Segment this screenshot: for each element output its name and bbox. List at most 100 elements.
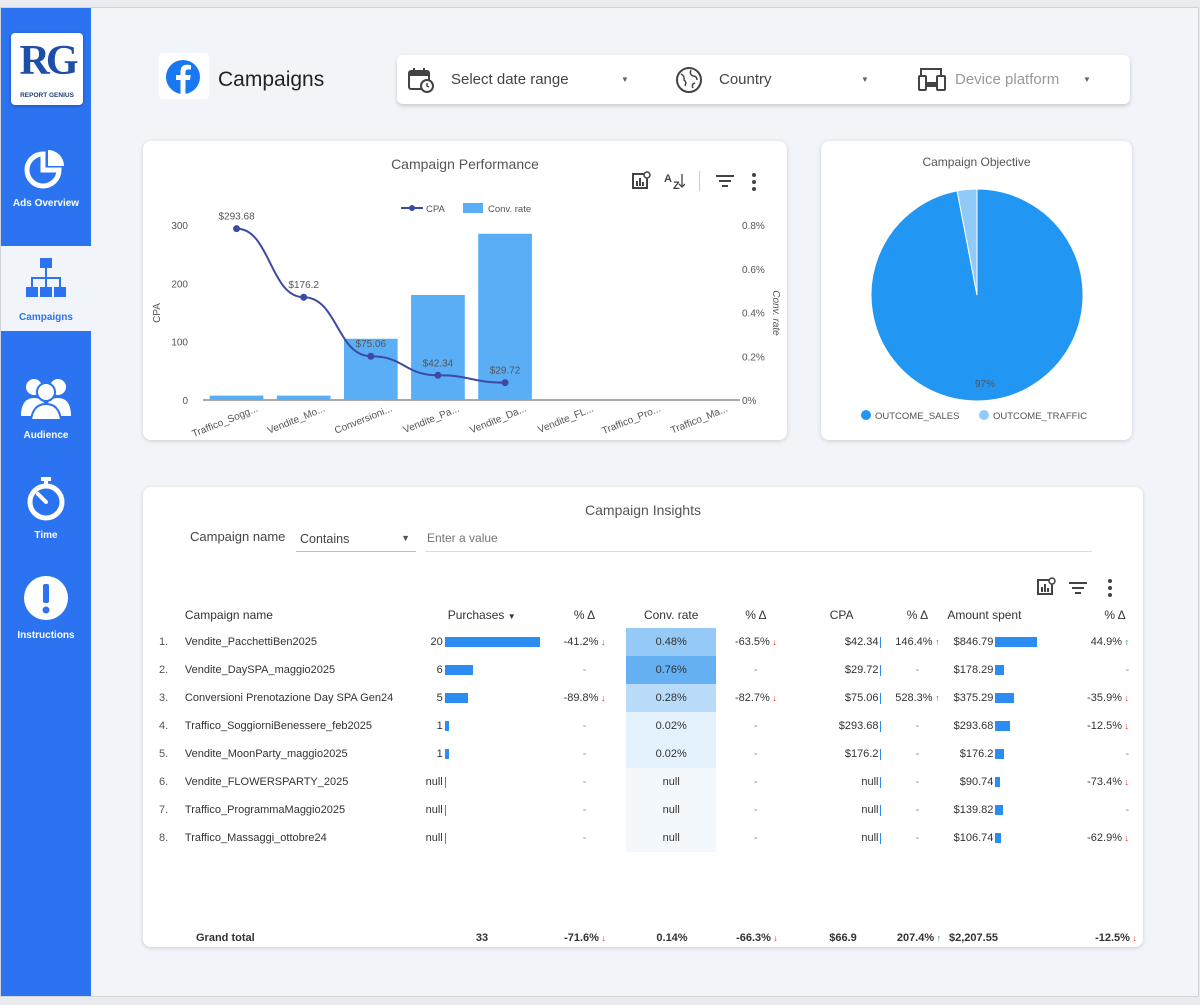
purchases-cell: null — [421, 768, 543, 796]
table-row[interactable]: 4. Traffico_SoggiorniBenessere_feb2025 1 - 0… — [143, 712, 1143, 740]
report-genius-logo[interactable]: RG REPORT GENIUS — [11, 33, 83, 105]
sort-az-icon[interactable]: A Z — [663, 171, 685, 191]
purchases-cell: 1 — [421, 712, 543, 740]
conv-rate-bar[interactable] — [411, 295, 465, 400]
cpa-cell: null — [796, 768, 888, 796]
column-header[interactable]: % Δ — [906, 608, 929, 622]
exclamation-icon — [24, 576, 68, 620]
pie-slice-outcome-traffic[interactable] — [956, 188, 978, 296]
legend-cpa-marker — [409, 205, 415, 211]
row-number: 2. — [159, 664, 169, 676]
amount-spent-bar — [995, 777, 1000, 788]
cpa-line — [236, 227, 506, 384]
row-number-header — [143, 602, 185, 628]
purchases-delta: - — [582, 664, 587, 676]
table-row[interactable]: 3. Conversioni Prenotazione Day SPA Gen24… — [143, 684, 1143, 712]
cpa-cell: null — [796, 824, 888, 852]
table-row[interactable]: 8. Traffico_Massaggi_ottobre24 null - null - n… — [143, 824, 1143, 852]
cpa-point[interactable] — [233, 225, 241, 233]
table-more-options-icon[interactable] — [1105, 578, 1115, 598]
filter-value-input[interactable] — [425, 524, 1092, 552]
conv-rate-delta: - — [754, 804, 758, 816]
cpa-delta: - — [915, 804, 920, 816]
stopwatch-icon — [27, 477, 65, 521]
column-header[interactable]: % Δ — [1104, 608, 1126, 622]
purchases-value: 6 — [436, 664, 443, 676]
row-number: 8. — [159, 832, 169, 844]
country-label: Country — [719, 71, 772, 88]
filter-icon[interactable] — [715, 172, 735, 190]
conv-rate-bar[interactable] — [276, 395, 331, 400]
conv-rate-bar[interactable] — [478, 233, 532, 400]
conv-rate-bar[interactable] — [209, 395, 264, 400]
cpa-bar — [880, 832, 882, 844]
x-axis-tick-label: Vendite_FL... — [537, 404, 596, 436]
pie-chart-icon — [24, 150, 64, 189]
filter-operator-select[interactable]: Contains ▼ — [296, 524, 416, 552]
chart-legend: CPA Conv. rate — [401, 203, 531, 215]
purchases-delta: -89.8% — [543, 684, 627, 712]
column-header[interactable]: CPA — [829, 608, 854, 622]
y-axis-tick-label: 0 — [182, 396, 188, 407]
conv-rate-cell: 0.28% — [626, 684, 717, 712]
device-platform-filter[interactable]: Device platform ▼ — [917, 55, 1117, 104]
table-row[interactable]: 5. Vendite_MoonParty_maggio2025 1 - 0.02% - $1… — [143, 740, 1143, 768]
cpa-point[interactable] — [501, 379, 509, 387]
more-options-icon[interactable] — [749, 172, 759, 192]
table-row[interactable]: 6. Vendite_FLOWERSPARTY_2025 null - null - nul… — [143, 768, 1143, 796]
purchases-delta: - — [582, 748, 587, 760]
cpa-cell: $75.06 — [796, 684, 888, 712]
amount-spent-bar — [995, 833, 1001, 844]
table-settings-icon[interactable] — [1036, 577, 1056, 597]
grand-total-spent-delta: -12.5% — [1089, 924, 1143, 952]
sidebar-item-campaigns[interactable]: Campaigns — [1, 246, 91, 331]
chart-title: Campaign Performance — [391, 156, 539, 172]
column-header[interactable]: % Δ — [573, 608, 596, 622]
table-header-row: Campaign name Purchases ▼ % Δ Conv. rate… — [143, 602, 1143, 628]
cpa-point[interactable] — [434, 371, 442, 379]
amount-spent-value: $846.79 — [953, 636, 994, 648]
conv-rate-delta: -82.7% — [716, 684, 796, 712]
column-header[interactable]: Conv. rate — [643, 608, 699, 622]
amount-spent-delta: - — [1125, 664, 1129, 676]
amount-spent-delta: 44.9% — [1087, 628, 1143, 656]
column-header[interactable]: Amount spent — [947, 608, 1022, 622]
cpa-cell: $176.2 — [796, 740, 888, 768]
cpa-value: null — [861, 832, 879, 844]
campaign-name-cell: Vendite_MoonParty_maggio2025 — [184, 748, 348, 760]
legend-conv-rate-label: Conv. rate — [488, 204, 531, 215]
sidebar-item-instructions[interactable]: Instructions — [1, 574, 91, 644]
sidebar: RG REPORT GENIUS Ads Overview Cam — [1, 8, 91, 996]
sidebar-item-time[interactable]: Time — [1, 476, 91, 546]
conv-rate-cell: 0.02% — [626, 712, 717, 740]
amount-spent-cell: $375.29 — [947, 684, 1087, 712]
grand-total-purchases: 33 — [475, 932, 489, 944]
cpa-delta: - — [915, 664, 920, 676]
column-header[interactable]: Campaign name — [184, 608, 273, 622]
cpa-bar — [880, 664, 882, 676]
table-row[interactable]: 7. Traffico_ProgrammaMaggio2025 null - null -… — [143, 796, 1143, 824]
chart-settings-icon[interactable] — [631, 171, 651, 191]
country-filter[interactable]: Country ▼ — [675, 55, 875, 104]
table-row[interactable]: 1. Vendite_PacchettiBen2025 20 -41.2%0.48%-… — [143, 628, 1143, 656]
sidebar-item-audience[interactable]: Audience — [1, 374, 91, 454]
grand-total-conv-delta: -66.3% — [717, 924, 797, 952]
amount-spent-value: $293.68 — [953, 720, 994, 732]
table-filter-icon[interactable] — [1068, 579, 1088, 597]
amount-spent-cell: $178.29 — [947, 656, 1087, 684]
amount-spent-cell: $176.2 — [947, 740, 1087, 768]
cpa-delta: 146.4% — [887, 628, 947, 656]
cpa-bar — [880, 692, 882, 704]
date-range-picker[interactable]: Select date range ▼ — [407, 55, 637, 104]
table-row[interactable]: 2. Vendite_DaySPA_maggio2025 6 - 0.76% - $29.7… — [143, 656, 1143, 684]
sidebar-item-ads-overview[interactable]: Ads Overview — [1, 146, 91, 246]
cpa-point[interactable] — [300, 293, 308, 301]
column-header-purchases[interactable]: Purchases ▼ — [421, 602, 543, 628]
amount-spent-bar — [995, 721, 1011, 732]
legend-sales-swatch — [861, 410, 871, 420]
amount-spent-value: $176.2 — [959, 748, 994, 760]
cpa-point[interactable] — [367, 352, 375, 360]
cpa-value: $75.06 — [844, 692, 879, 704]
column-header[interactable]: % Δ — [745, 608, 767, 622]
x-axis-tick-label: Traffico_Sogg... — [191, 404, 260, 440]
